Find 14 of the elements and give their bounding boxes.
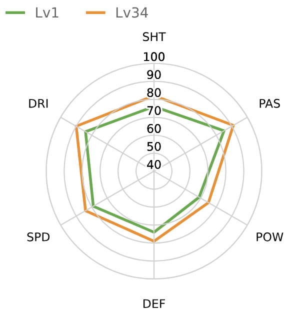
y-tick-label: 50 <box>147 142 161 151</box>
y-tick-label: 90 <box>147 70 161 80</box>
y-tick-label: 80 <box>147 88 161 98</box>
spoke-label: DEF <box>143 299 165 308</box>
spoke-label: SHT <box>142 32 166 42</box>
legend-label: Lv34 <box>116 7 148 18</box>
y-tick-label: 40 <box>147 160 161 169</box>
spoke-label: DRI <box>29 99 48 108</box>
spoke-label: PAS <box>260 98 280 108</box>
spoke-label: POW <box>256 232 284 242</box>
y-tick-label: 60 <box>147 124 161 133</box>
spoke-label: SPD <box>27 232 50 242</box>
y-tick-label: 100 <box>144 52 164 62</box>
legend-label: Lv1 <box>36 7 58 18</box>
